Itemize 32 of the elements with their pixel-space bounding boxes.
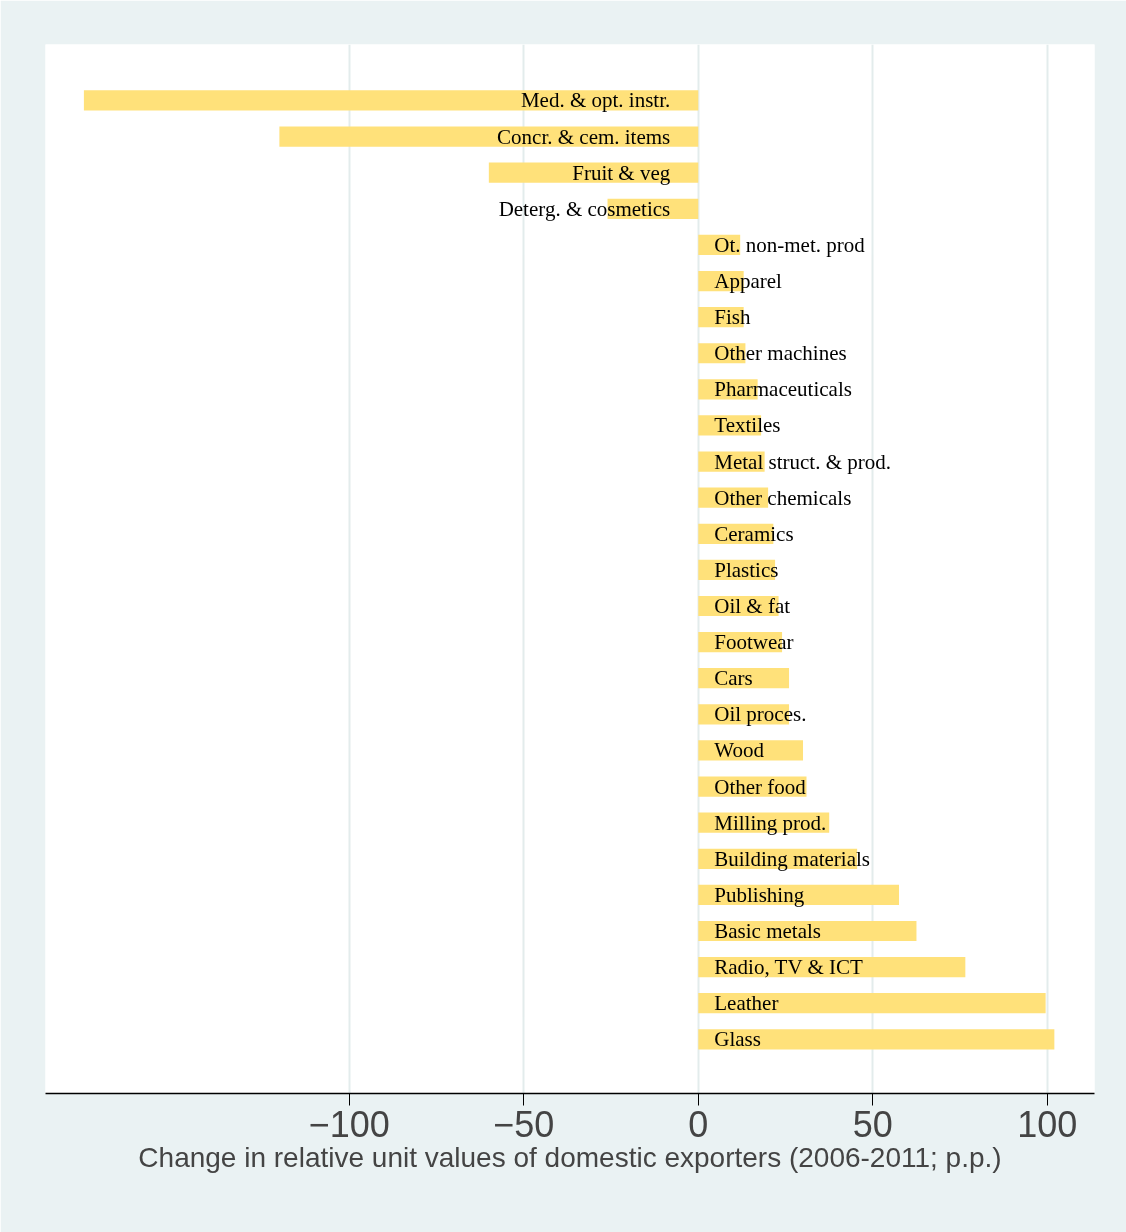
y-tick-label: Fruit & veg bbox=[572, 160, 671, 185]
y-tick-label: Wood bbox=[714, 738, 765, 763]
y-tick-label: Other machines bbox=[714, 341, 847, 366]
y-tick-label: Plastics bbox=[714, 557, 779, 582]
y-tick-label: Oil proces. bbox=[714, 702, 807, 727]
y-tick-label: Radio, TV & ICT bbox=[714, 955, 864, 980]
y-tick-label: Concr. & cem. items bbox=[497, 124, 671, 149]
y-tick-label: Pharmaceuticals bbox=[714, 377, 852, 402]
y-tick-label: Textiles bbox=[714, 413, 781, 438]
y-tick-label: Fish bbox=[714, 305, 751, 330]
y-tick-label: Ot. non-met. prod bbox=[714, 232, 866, 257]
y-tick-label: Glass bbox=[714, 1027, 761, 1052]
y-tick-label: Building materials bbox=[714, 846, 871, 871]
y-tick-label: Cars bbox=[714, 666, 753, 691]
bar bbox=[83, 90, 699, 111]
y-tick-label: Leather bbox=[714, 991, 779, 1016]
y-tick-label: Publishing bbox=[714, 882, 805, 907]
y-tick-label: Apparel bbox=[714, 269, 783, 294]
y-tick-label: Med. & opt. instr. bbox=[520, 88, 671, 113]
y-tick-label: Basic metals bbox=[714, 919, 822, 943]
y-tick-label: Deterg. & cosmetics bbox=[498, 196, 671, 221]
bar bbox=[279, 126, 699, 147]
bar bbox=[698, 993, 1046, 1014]
bar bbox=[698, 1029, 1055, 1050]
y-tick-label: Other chemicals bbox=[714, 485, 852, 510]
y-tick-label: Milling prod. bbox=[714, 810, 827, 835]
y-tick-label: Other food bbox=[714, 774, 807, 799]
y-tick-label: Metal struct. & prod. bbox=[714, 449, 892, 474]
y-tick-label: Oil & fat bbox=[714, 594, 791, 619]
y-tick-label: Ceramics bbox=[714, 521, 794, 546]
y-tick-label: Footwear bbox=[714, 630, 794, 655]
x-tick-label: 100 bbox=[1017, 1103, 1078, 1145]
